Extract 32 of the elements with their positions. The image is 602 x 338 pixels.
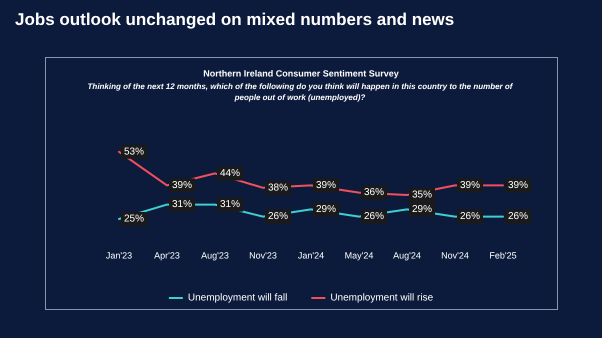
- data-label: 29%: [316, 204, 336, 215]
- chart-title: Jobs outlook unchanged on mixed numbers and news: [15, 10, 454, 29]
- x-tick-label: Jan'24: [298, 250, 324, 260]
- data-label: 31%: [220, 199, 240, 210]
- data-label: 26%: [508, 211, 528, 222]
- data-label: 39%: [508, 180, 528, 191]
- x-tick-label: Aug'24: [393, 250, 421, 260]
- data-label: 31%: [172, 199, 192, 210]
- x-tick-label: Aug'23: [201, 250, 229, 260]
- data-label: 39%: [316, 180, 336, 191]
- x-tick-label: Nov'23: [249, 250, 277, 260]
- x-tick-label: Feb'25: [489, 250, 517, 260]
- data-label: 26%: [460, 211, 480, 222]
- data-label: 44%: [220, 168, 240, 179]
- data-label: 26%: [364, 211, 384, 222]
- x-tick-label: Apr'23: [154, 250, 180, 260]
- data-label: 35%: [412, 190, 432, 200]
- text: Thinking of the next 12 months, which of the following do you think will happen in this country to the number of people out of work (unemployed)?: [86, 81, 514, 103]
- data-label: 38%: [268, 182, 288, 194]
- chart-subtitle: Northern Ireland Consumer Sentiment Survey: [203, 68, 399, 78]
- data-label: 26%: [268, 211, 288, 222]
- data-label: 39%: [172, 180, 192, 191]
- data-label: 29%: [412, 204, 432, 215]
- data-label: 53%: [124, 146, 144, 158]
- data-label: 25%: [124, 214, 144, 224]
- data-label: 39%: [460, 180, 480, 191]
- x-tick-label: May'24: [344, 250, 374, 260]
- x-tick-label: Nov'24: [441, 250, 469, 260]
- legend-label: Unemployment will rise: [330, 292, 434, 304]
- legend-label: Unemployment will fall: [188, 292, 288, 304]
- data-label: 36%: [364, 187, 384, 198]
- x-tick-label: Jan'23: [106, 250, 132, 260]
